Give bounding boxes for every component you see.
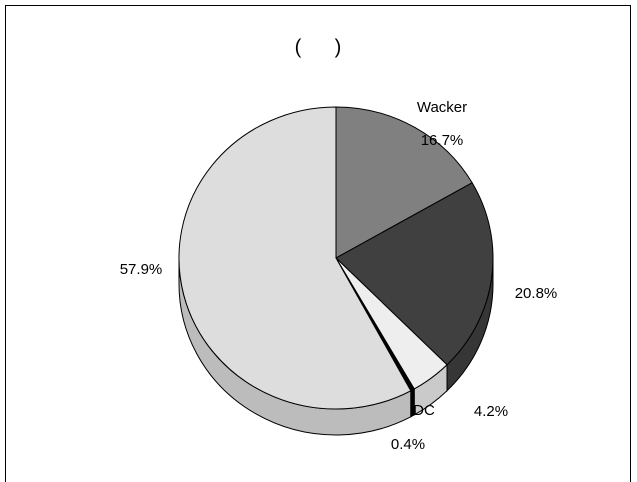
pie-slice xyxy=(335,106,473,259)
chart-title: ( ) xyxy=(295,36,342,58)
chart-frame xyxy=(5,5,631,482)
value-label: 57.9% xyxy=(120,261,163,278)
value-label: 0.4% xyxy=(391,436,425,453)
value-label: 4.2% xyxy=(474,403,508,420)
value-label: 20.8% xyxy=(515,285,558,302)
pie-slice xyxy=(178,106,412,410)
category-label: Wacker xyxy=(417,99,467,116)
pie-slice xyxy=(335,182,494,366)
value-label: 16.7% xyxy=(421,132,464,149)
category-label: DC xyxy=(413,402,435,419)
